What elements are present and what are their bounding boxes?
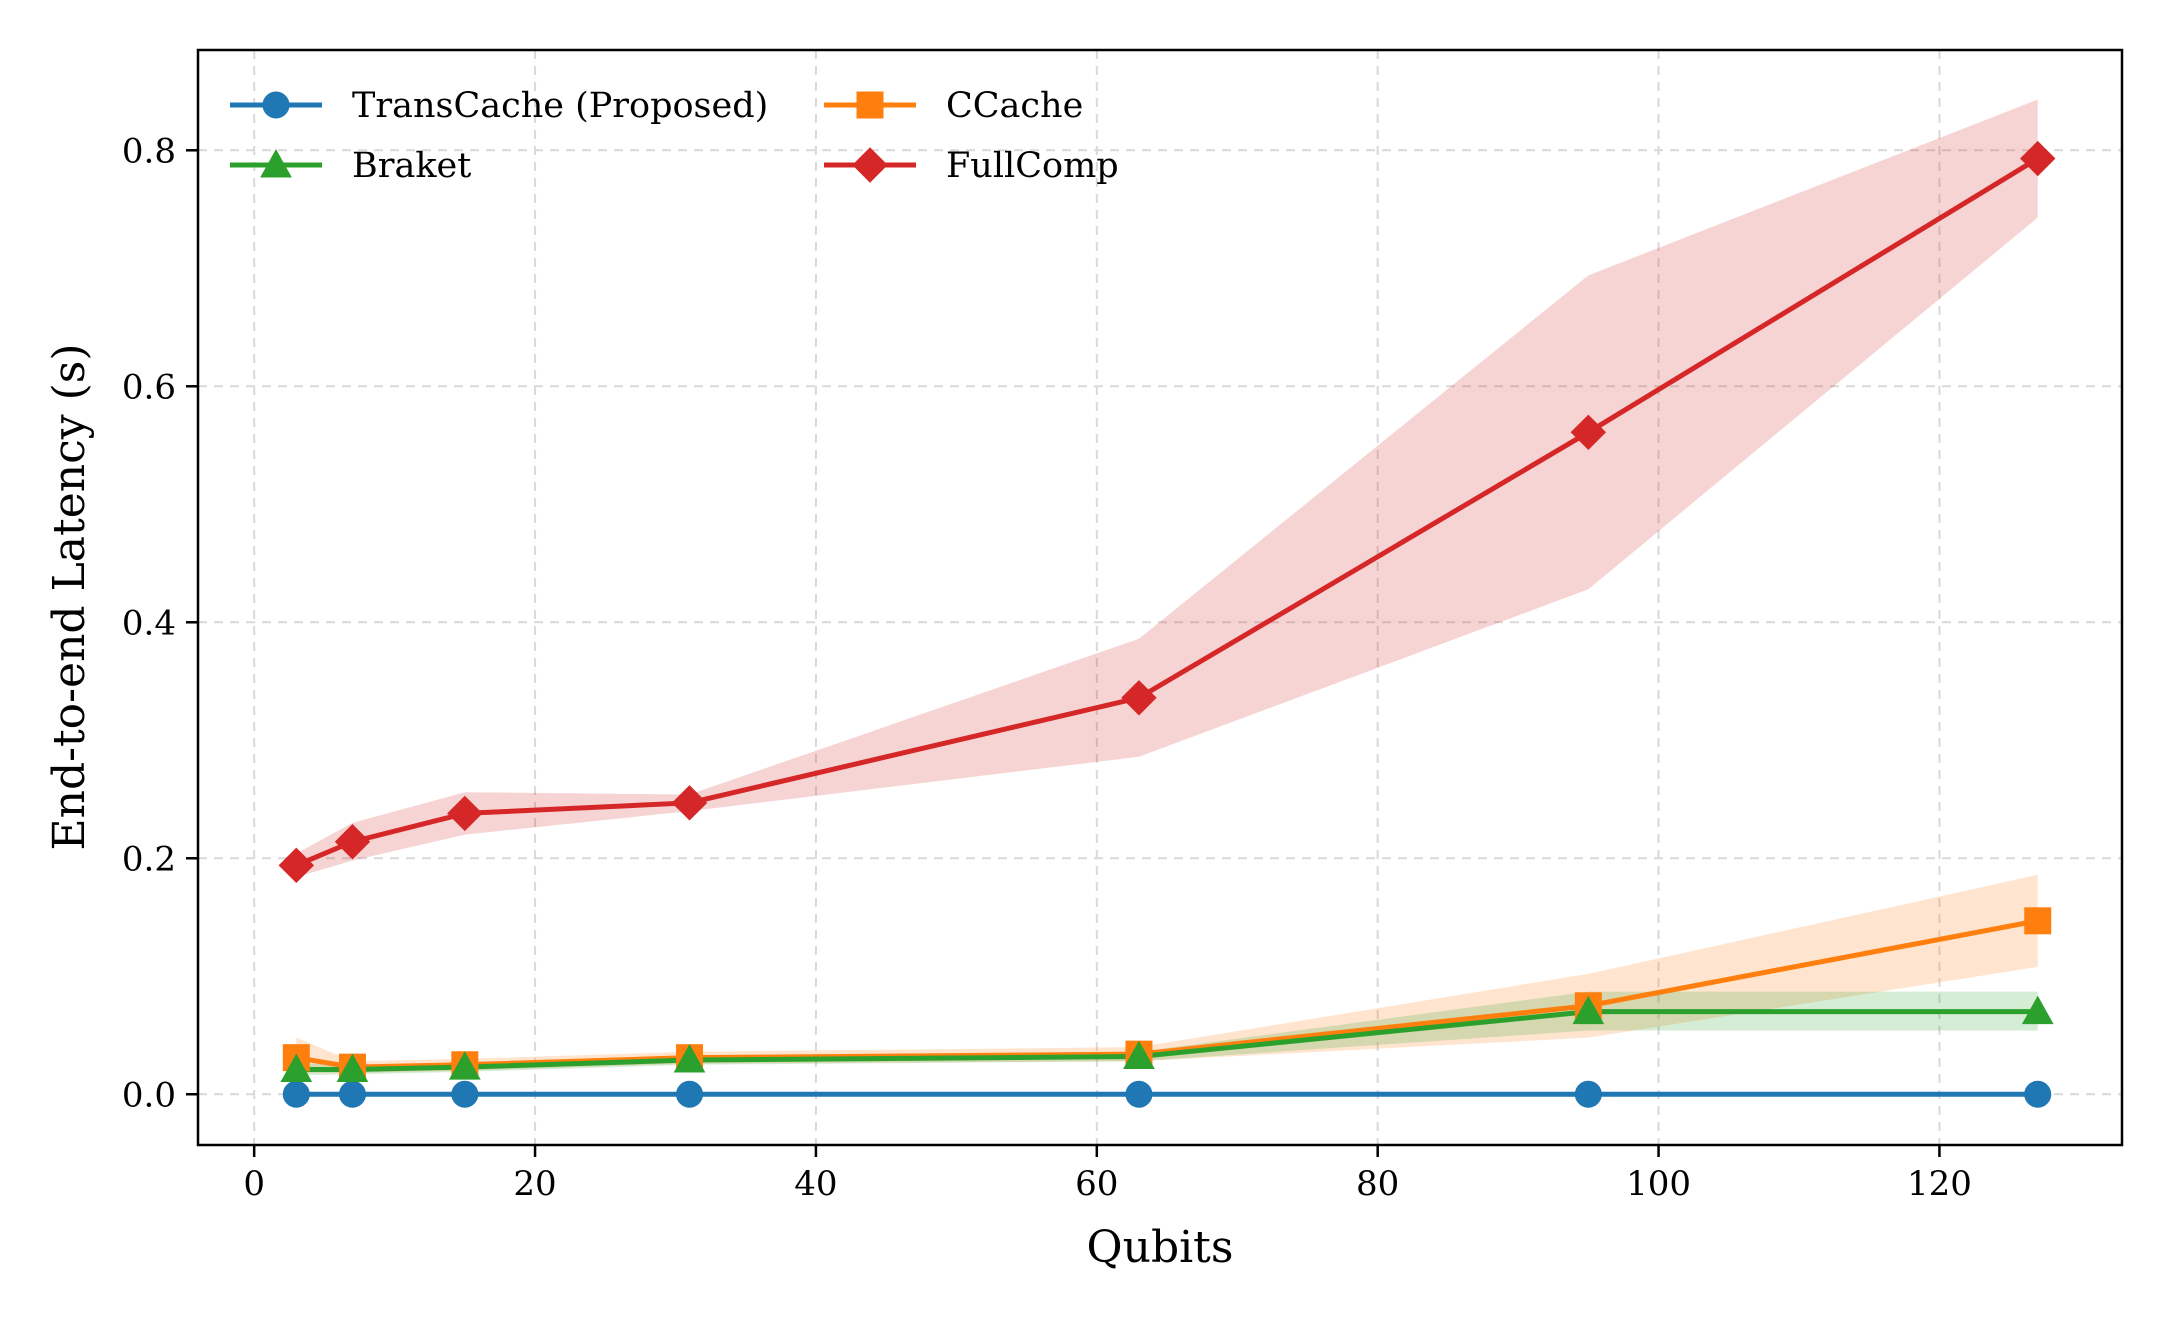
braket-point <box>1572 995 1605 1025</box>
y-tick-label: 0.4 <box>122 603 176 643</box>
x-tick-label: 80 <box>1356 1164 1399 1204</box>
fullcomp-point <box>1121 680 1157 716</box>
ccache-band <box>296 874 2038 1074</box>
braket-point <box>2021 995 2054 1025</box>
confidence-bands <box>296 99 2038 1076</box>
ccache-legend-marker <box>856 91 884 119</box>
fullcomp-legend-label: FullComp <box>946 146 1119 186</box>
fullcomp-point <box>447 795 483 832</box>
braket-legend-label: Braket <box>352 146 471 186</box>
braket-point <box>1123 1040 1155 1070</box>
x-tick-label: 100 <box>1626 1164 1691 1204</box>
x-tick-label: 60 <box>1075 1164 1118 1204</box>
fullcomp-legend-marker <box>852 147 888 183</box>
x-axis-label: Qubits <box>1087 1222 1234 1273</box>
transcache-proposed-legend-label: TransCache (Proposed) <box>352 86 768 126</box>
x-tick-label: 0 <box>243 1164 265 1204</box>
series-markers <box>278 140 2056 1108</box>
y-tick-label: 0.8 <box>122 131 176 171</box>
plot-frame <box>196 48 2124 1147</box>
ccache-legend-label: CCache <box>946 86 1083 126</box>
grid <box>198 50 2122 1145</box>
y-tick-label: 0.0 <box>122 1075 176 1115</box>
transcache-proposed-point <box>676 1080 704 1108</box>
transcache-proposed-legend-marker <box>262 91 290 119</box>
x-tick-label: 40 <box>794 1164 837 1204</box>
braket-point <box>673 1044 706 1073</box>
braket-point <box>280 1053 313 1082</box>
y-axis-label: End-to-end Latency (s) <box>44 344 95 851</box>
y-tick-label: 0.2 <box>122 839 176 879</box>
legend: TransCache (Proposed) CCache Braket FullCom… <box>230 86 1119 186</box>
x-tick-label: 120 <box>1907 1164 1972 1204</box>
y-tick-label: 0.6 <box>122 367 176 407</box>
axis-ticks: 0 20 40 60 80 100 120 0.0 0.2 0.4 0.6 0.8 <box>122 131 1972 1204</box>
transcache-proposed-point <box>338 1080 366 1108</box>
ccache-point <box>2024 907 2052 935</box>
fullcomp-point <box>671 785 708 821</box>
fullcomp-point <box>278 847 315 884</box>
transcache-proposed-point <box>451 1080 479 1108</box>
x-tick-label: 20 <box>513 1164 556 1204</box>
fullcomp-band <box>296 99 2038 878</box>
transcache-proposed-point <box>282 1080 310 1108</box>
fullcomp-point <box>2020 140 2056 177</box>
fullcomp-point <box>334 824 371 860</box>
braket-legend-marker <box>260 148 292 178</box>
fullcomp-point <box>1570 414 1607 451</box>
braket-point <box>448 1051 481 1080</box>
transcache-proposed-point <box>1125 1080 1153 1108</box>
transcache-proposed-point <box>1574 1080 1602 1108</box>
braket-point <box>336 1053 369 1082</box>
transcache-proposed-point <box>2024 1080 2052 1108</box>
